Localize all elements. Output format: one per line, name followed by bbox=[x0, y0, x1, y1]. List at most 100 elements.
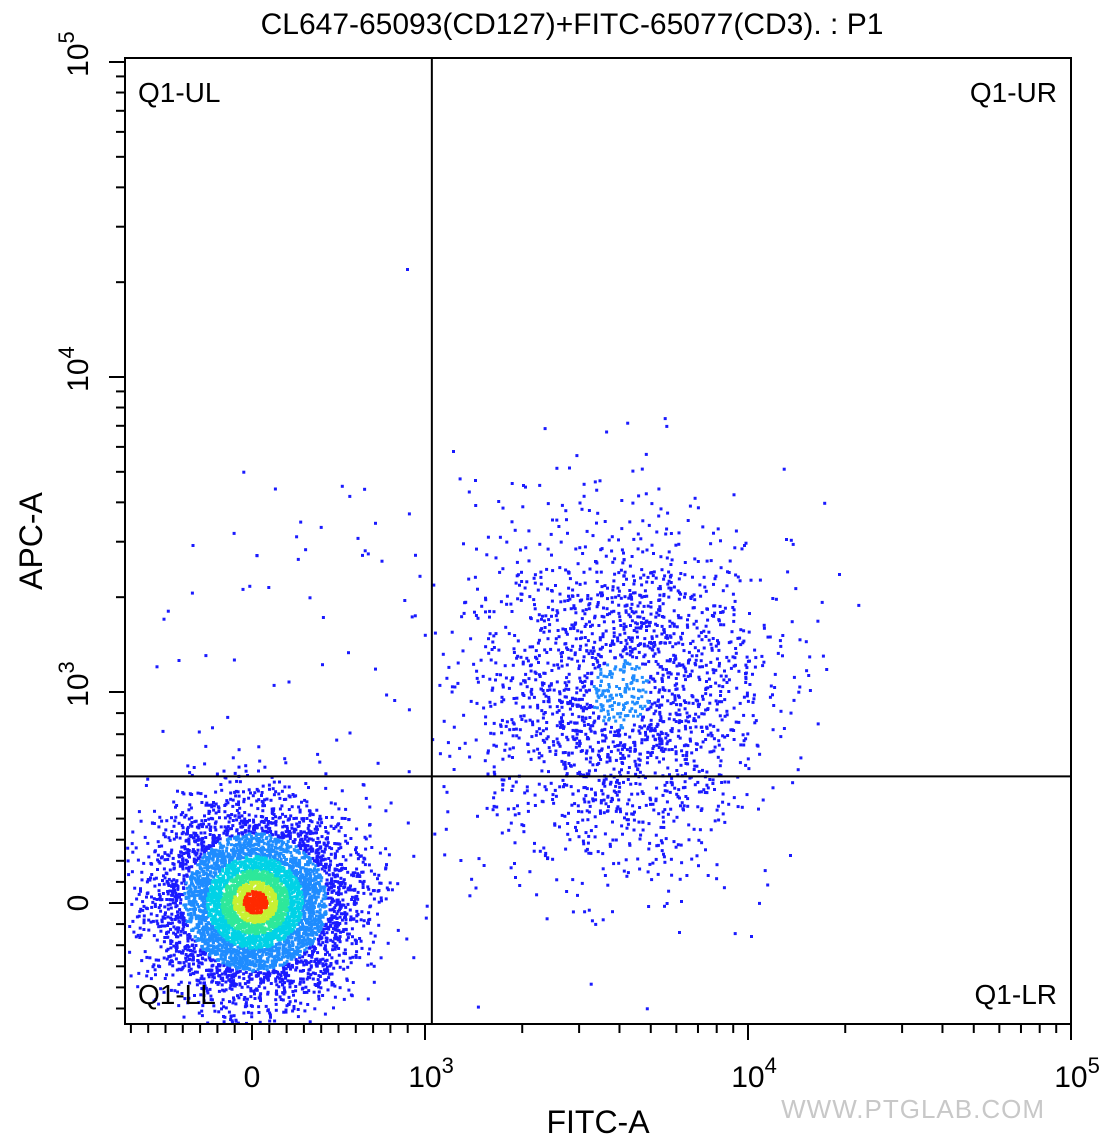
event-dot bbox=[140, 878, 144, 882]
event-dot bbox=[616, 731, 620, 735]
event-dot bbox=[557, 648, 561, 652]
event-dot bbox=[562, 785, 565, 789]
event-dot bbox=[636, 714, 640, 718]
event-dot bbox=[593, 705, 597, 709]
event-dot bbox=[332, 889, 336, 893]
event-dot bbox=[278, 835, 282, 839]
event-dot bbox=[529, 757, 533, 761]
event-dot bbox=[582, 842, 586, 846]
event-dot bbox=[186, 831, 189, 835]
event-dot bbox=[344, 905, 348, 909]
event-dot bbox=[354, 955, 358, 959]
event-dot bbox=[301, 840, 305, 844]
event-dot bbox=[714, 644, 718, 648]
event-dot bbox=[667, 570, 671, 574]
event-dot bbox=[302, 963, 306, 967]
event-dot bbox=[594, 798, 598, 802]
event-dot bbox=[254, 970, 258, 974]
event-dot bbox=[334, 960, 338, 964]
event-dot bbox=[281, 836, 285, 840]
event-dot bbox=[158, 965, 162, 969]
event-dot bbox=[237, 748, 241, 752]
event-dot bbox=[315, 910, 319, 914]
event-dot bbox=[319, 970, 323, 973]
event-dot bbox=[232, 975, 236, 979]
event-dot bbox=[489, 704, 493, 708]
event-dot bbox=[182, 887, 186, 890]
event-dot bbox=[236, 965, 240, 969]
event-dot bbox=[618, 807, 622, 811]
event-dot bbox=[176, 913, 180, 917]
event-dot bbox=[309, 837, 313, 841]
event-dot bbox=[613, 730, 617, 734]
event-dot bbox=[376, 889, 380, 893]
event-dot bbox=[295, 850, 299, 854]
event-dot bbox=[194, 831, 198, 835]
event-dot bbox=[200, 961, 204, 965]
event-dot bbox=[178, 855, 181, 859]
event-dot bbox=[183, 847, 187, 851]
event-dot bbox=[601, 733, 604, 737]
event-dot bbox=[660, 624, 664, 628]
event-dot bbox=[188, 855, 191, 859]
event-dot bbox=[162, 833, 166, 837]
event-dot bbox=[341, 912, 345, 916]
event-dot bbox=[649, 605, 653, 609]
event-dot bbox=[669, 702, 673, 706]
event-dot bbox=[643, 724, 647, 728]
event-dot bbox=[243, 996, 247, 999]
event-dot bbox=[519, 655, 523, 659]
event-dot bbox=[540, 627, 544, 631]
event-dot bbox=[355, 909, 359, 913]
event-dot bbox=[576, 804, 580, 808]
event-dot bbox=[546, 605, 550, 609]
event-dot bbox=[166, 921, 170, 925]
event-dot bbox=[321, 930, 325, 934]
event-dot bbox=[474, 479, 477, 482]
event-dot bbox=[211, 852, 215, 856]
event-dot bbox=[682, 665, 686, 669]
event-dot bbox=[628, 709, 632, 713]
event-dot bbox=[659, 730, 663, 734]
event-dot bbox=[630, 636, 634, 640]
event-dot bbox=[244, 823, 248, 827]
event-dot bbox=[220, 1007, 223, 1011]
event-dot bbox=[343, 948, 347, 952]
event-dot bbox=[541, 800, 545, 804]
event-dot bbox=[368, 947, 372, 951]
event-dot bbox=[706, 874, 710, 877]
event-dot bbox=[589, 982, 593, 986]
event-dot bbox=[278, 963, 282, 967]
event-dot bbox=[657, 613, 661, 617]
event-dot bbox=[473, 575, 477, 579]
event-dot bbox=[631, 804, 635, 808]
event-dot bbox=[709, 828, 713, 832]
event-dot bbox=[206, 942, 210, 945]
event-dot bbox=[445, 676, 449, 680]
event-dot bbox=[179, 893, 183, 896]
event-dot bbox=[155, 938, 159, 942]
event-dot bbox=[176, 935, 180, 939]
event-dot bbox=[160, 924, 164, 928]
event-dot bbox=[771, 597, 775, 600]
event-dot bbox=[305, 950, 309, 954]
event-dot bbox=[670, 748, 674, 751]
event-dot bbox=[684, 670, 688, 674]
event-dot bbox=[538, 849, 542, 853]
event-dot bbox=[412, 956, 416, 960]
event-dot bbox=[644, 679, 648, 683]
event-dot bbox=[585, 676, 589, 680]
event-dot bbox=[725, 681, 729, 684]
event-dot bbox=[202, 844, 206, 848]
event-dot bbox=[583, 581, 587, 585]
event-dot bbox=[474, 504, 478, 507]
event-dot bbox=[258, 759, 262, 763]
event-dot bbox=[298, 860, 302, 864]
event-dot bbox=[236, 834, 240, 838]
event-dot bbox=[490, 648, 494, 651]
event-dot bbox=[487, 637, 490, 641]
event-dot bbox=[622, 718, 626, 722]
event-dot bbox=[661, 793, 665, 797]
event-dot bbox=[192, 899, 196, 903]
event-dot bbox=[252, 968, 256, 972]
